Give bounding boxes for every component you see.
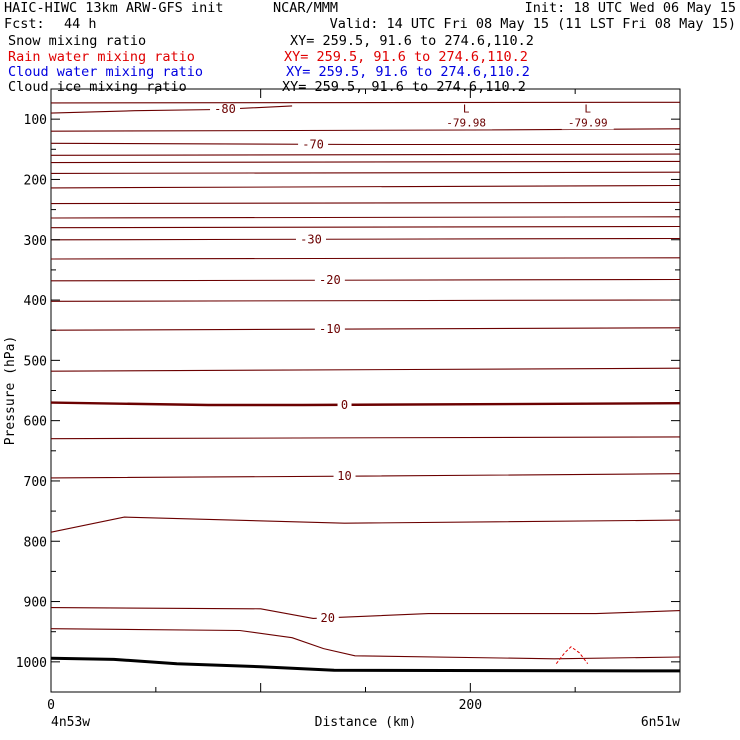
x-axis-label: Distance (km) bbox=[315, 715, 417, 730]
isotherm-line bbox=[51, 105, 293, 114]
y-tick-label: 600 bbox=[24, 415, 47, 430]
y-axis-label: Pressure (hPa) bbox=[3, 336, 18, 446]
isotherm-label-bg bbox=[314, 273, 345, 287]
field-name-cloud-ice: Cloud ice mixing ratio bbox=[8, 79, 187, 95]
terrain bbox=[50, 656, 681, 673]
isotherm-line bbox=[51, 216, 680, 219]
field-xy-rain: XY= 259.5, 91.6 to 274.6,110.2 bbox=[284, 49, 528, 65]
isotherm-line bbox=[51, 628, 680, 660]
isotherm-label-bg bbox=[333, 469, 356, 483]
isotherm-label: -20 bbox=[319, 273, 341, 287]
low-marker-value: -79.99 bbox=[568, 116, 608, 129]
y-tick-label: 400 bbox=[24, 294, 47, 309]
isotherm-contours: -80 -70 -30 -20 -10 0 10 20 bbox=[51, 101, 680, 660]
y-tick-label: 300 bbox=[24, 234, 47, 249]
field-xy-cloud-ice: XY= 259.5, 91.6 to 274.6,110.2 bbox=[282, 79, 526, 95]
low-value-bg bbox=[561, 116, 614, 130]
field-xy-cloud-water: XY= 259.5, 91.6 to 274.6,110.2 bbox=[286, 64, 530, 80]
y-tick-label: 700 bbox=[24, 475, 47, 490]
y-tick-label: 100 bbox=[24, 113, 47, 128]
isotherm-label: 20 bbox=[321, 611, 335, 625]
isotherm-line bbox=[51, 473, 680, 479]
terrain-line bbox=[50, 656, 681, 673]
isotherm-line bbox=[51, 278, 680, 282]
field-xy-snow: XY= 259.5, 91.6 to 274.6,110.2 bbox=[290, 33, 534, 49]
rain-contour-line bbox=[555, 646, 589, 665]
isotherm-line bbox=[51, 184, 680, 189]
low-value-bg bbox=[440, 116, 493, 130]
isotherm-line bbox=[51, 607, 680, 619]
isotherm-line bbox=[51, 101, 680, 104]
isotherm-label: -80 bbox=[214, 102, 236, 116]
isotherm-line bbox=[51, 401, 680, 407]
y-tick-label: 1000 bbox=[16, 656, 47, 671]
plot-frame bbox=[50, 88, 681, 693]
x-tick-label: 200 bbox=[459, 698, 482, 713]
isotherm-label-bg bbox=[337, 397, 352, 411]
right-endpoint-label: 6n51w bbox=[641, 715, 680, 730]
x-axis-ticks: 0 200 bbox=[47, 89, 681, 713]
isotherm-label: -70 bbox=[302, 137, 324, 151]
y-tick-label: 500 bbox=[24, 354, 47, 369]
field-name-rain: Rain water mixing ratio bbox=[8, 49, 195, 65]
isotherm-line bbox=[51, 142, 680, 146]
left-endpoint-label: 4n53w bbox=[51, 715, 90, 730]
isotherm-label: 0 bbox=[341, 398, 348, 412]
isotherm-label-bg bbox=[314, 322, 345, 336]
isotherm-line bbox=[51, 237, 680, 241]
isotherm-line bbox=[51, 201, 680, 205]
rain-contours bbox=[555, 646, 589, 665]
isotherm-line bbox=[51, 327, 680, 331]
forecast-hours: 44 h bbox=[64, 16, 97, 32]
x-tick-label: 0 bbox=[47, 698, 55, 713]
isotherm-label: -30 bbox=[300, 232, 322, 246]
field-name-cloud-water: Cloud water mixing ratio bbox=[8, 64, 204, 80]
isotherm-label-bg bbox=[298, 137, 329, 151]
y-tick-label: 900 bbox=[24, 596, 47, 611]
plot-title: HAIC-HIWC 13km ARW-GFS init bbox=[4, 0, 224, 16]
isotherm-line bbox=[51, 225, 680, 229]
isotherm-label: 10 bbox=[337, 469, 351, 483]
isotherm-line bbox=[51, 257, 680, 260]
y-tick-label: 800 bbox=[24, 535, 47, 550]
isotherm-label-bg bbox=[295, 232, 326, 246]
isotherm-line bbox=[51, 153, 680, 156]
center-label: NCAR/MMM bbox=[273, 0, 339, 16]
valid-time: Valid: 14 UTC Fri 08 May 15 (11 LST Fri … bbox=[329, 16, 736, 32]
isotherm-line bbox=[51, 171, 680, 174]
isotherm-label-bg bbox=[210, 102, 241, 116]
low-marker-letter: L bbox=[584, 102, 591, 115]
isotherm-label-bg bbox=[316, 610, 339, 624]
low-marker-value: -79.98 bbox=[446, 116, 486, 129]
low-marker-letter: L bbox=[463, 102, 470, 115]
isotherm-line bbox=[51, 436, 680, 440]
init-time: Init: 18 UTC Wed 06 May 15 bbox=[524, 0, 736, 16]
forecast-label: Fcst: bbox=[4, 16, 45, 32]
isotherm-label: -10 bbox=[319, 322, 341, 336]
isotherm-line bbox=[51, 367, 680, 372]
isotherm-line bbox=[51, 299, 680, 302]
low-markers: L-79.98L-79.99 bbox=[440, 102, 614, 130]
y-tick-label: 200 bbox=[24, 173, 47, 188]
isotherm-line bbox=[51, 160, 680, 164]
isotherm-line bbox=[51, 516, 680, 533]
field-name-snow: Snow mixing ratio bbox=[8, 33, 147, 49]
